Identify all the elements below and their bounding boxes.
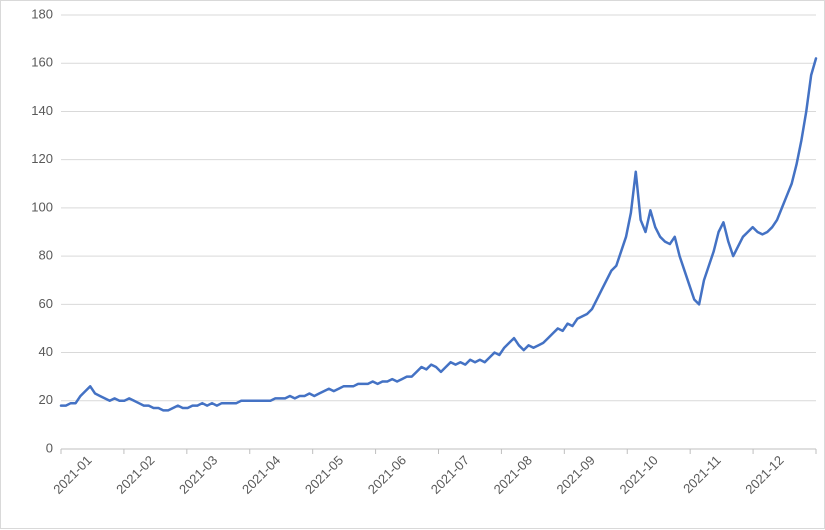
- y-tick-label: 180: [31, 6, 53, 21]
- y-tick-label: 100: [31, 199, 53, 214]
- chart-container: 0 20 40 60 80 100 120 140 160 180 2021-01 2021-02 20…: [0, 0, 825, 529]
- x-tick-label: 2021-06: [365, 453, 409, 497]
- y-tick-label: 60: [39, 296, 53, 311]
- x-tick-label: 2021-09: [554, 453, 598, 497]
- x-tick-label: 2021-11: [680, 453, 724, 497]
- y-tick-label: 0: [46, 440, 53, 455]
- y-tick-label: 120: [31, 151, 53, 166]
- y-tick-label: 80: [39, 248, 53, 263]
- y-tick-label: 140: [31, 103, 53, 118]
- x-tick-label: 2021-02: [113, 453, 157, 497]
- x-tick-label: 2021-05: [302, 453, 346, 497]
- y-tick-label: 40: [39, 344, 53, 359]
- x-tick-label: 2021-08: [491, 453, 535, 497]
- x-tick-label: 2021-12: [742, 453, 786, 497]
- x-tick-label: 2021-03: [176, 453, 220, 497]
- x-tick-label: 2021-04: [239, 453, 283, 497]
- y-tick-label: 20: [39, 392, 53, 407]
- x-tick-label: 2021-10: [616, 453, 660, 497]
- line-chart: 0 20 40 60 80 100 120 140 160 180 2021-01 2021-02 20…: [1, 1, 825, 530]
- x-tick-label: 2021-07: [428, 453, 472, 497]
- x-tick-label: 2021-01: [50, 453, 94, 497]
- y-tick-label: 160: [31, 55, 53, 70]
